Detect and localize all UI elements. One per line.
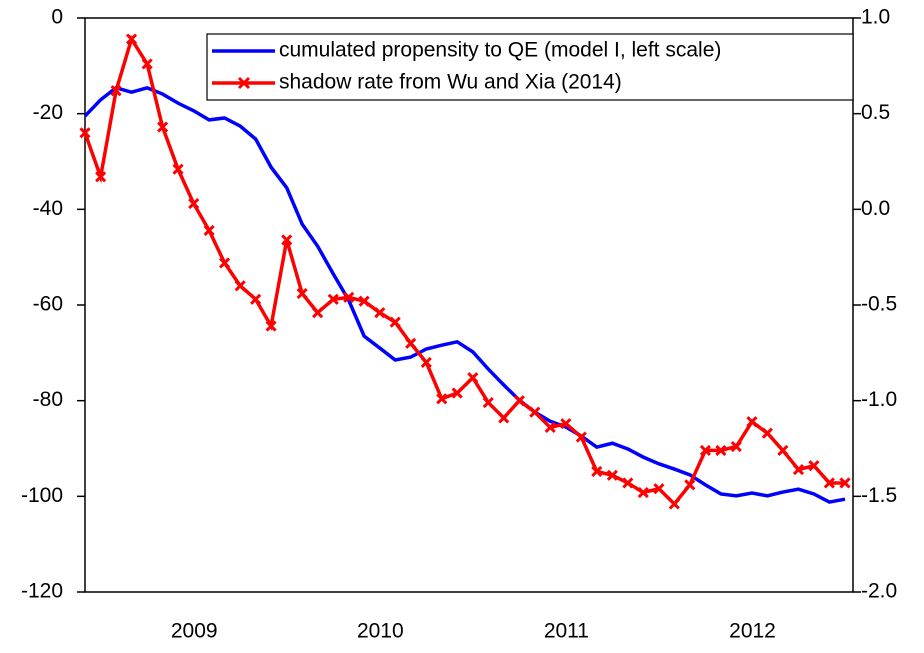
marker xyxy=(188,198,200,210)
marker xyxy=(420,356,432,368)
marker xyxy=(358,295,370,307)
marker xyxy=(653,483,665,495)
marker xyxy=(312,307,324,319)
marker xyxy=(761,427,773,439)
marker xyxy=(808,460,820,472)
y-tick-label: -20 xyxy=(33,101,63,124)
y-tick-label: 0 xyxy=(51,6,63,29)
marker xyxy=(622,477,634,489)
marker xyxy=(529,406,541,418)
series-line xyxy=(83,85,846,504)
marker xyxy=(839,477,851,489)
y2-tick-label: -1.0 xyxy=(861,388,897,411)
marker xyxy=(250,293,262,305)
marker xyxy=(327,293,339,305)
marker xyxy=(172,163,184,175)
marker xyxy=(157,121,169,133)
marker xyxy=(451,387,463,399)
y2-tick-label: 0.0 xyxy=(861,197,890,220)
marker xyxy=(513,395,525,407)
legend-box xyxy=(206,33,854,101)
legend-label: cumulated propensity to QE (model I, lef… xyxy=(279,39,721,62)
y2-tick-label: 1.0 xyxy=(861,6,890,29)
y-tick-label: -40 xyxy=(33,197,63,220)
marker xyxy=(699,444,711,456)
x-tick-label: 2010 xyxy=(357,620,404,643)
marker xyxy=(792,463,805,476)
marker xyxy=(203,224,215,236)
marker xyxy=(668,498,680,510)
y-tick-label: -100 xyxy=(21,484,63,507)
marker xyxy=(296,287,308,300)
series-line xyxy=(83,34,845,507)
marker xyxy=(79,127,91,139)
legend-marker xyxy=(237,76,251,90)
x-tick-label: 2009 xyxy=(171,620,218,643)
marker xyxy=(746,416,758,428)
y2-tick-label: -0.5 xyxy=(861,293,897,316)
marker xyxy=(467,372,479,384)
y-tick-label: -60 xyxy=(33,293,63,316)
marker xyxy=(606,469,618,481)
marker xyxy=(95,171,107,183)
marker xyxy=(591,465,603,478)
marker xyxy=(405,337,417,349)
marker xyxy=(637,486,649,499)
marker xyxy=(141,58,153,70)
marker xyxy=(777,444,789,456)
marker xyxy=(498,412,510,424)
x-tick-label: 2011 xyxy=(544,620,589,643)
marker xyxy=(436,393,448,405)
marker xyxy=(575,431,587,443)
marker xyxy=(482,397,494,409)
marker xyxy=(343,291,355,303)
marker xyxy=(110,85,122,97)
marker xyxy=(730,441,742,453)
y-tick-label: -80 xyxy=(33,388,63,411)
marker xyxy=(281,234,293,246)
marker xyxy=(374,307,386,319)
marker xyxy=(715,444,727,456)
x-tick-label: 2012 xyxy=(729,620,776,643)
y2-tick-label: -2.0 xyxy=(861,580,897,603)
marker xyxy=(684,479,696,491)
marker xyxy=(823,477,835,489)
y2-tick-label: -1.5 xyxy=(861,484,897,507)
y-tick-label: -120 xyxy=(21,580,63,603)
marker xyxy=(389,316,401,328)
marker xyxy=(219,257,231,269)
legend-label: shadow rate from Wu and Xia (2014) xyxy=(279,71,622,94)
y2-tick-label: 0.5 xyxy=(861,101,890,124)
marker xyxy=(560,418,572,430)
marker xyxy=(125,33,138,45)
marker xyxy=(544,421,556,434)
marker xyxy=(265,320,277,332)
marker xyxy=(234,280,246,292)
plot-frame xyxy=(84,17,854,593)
